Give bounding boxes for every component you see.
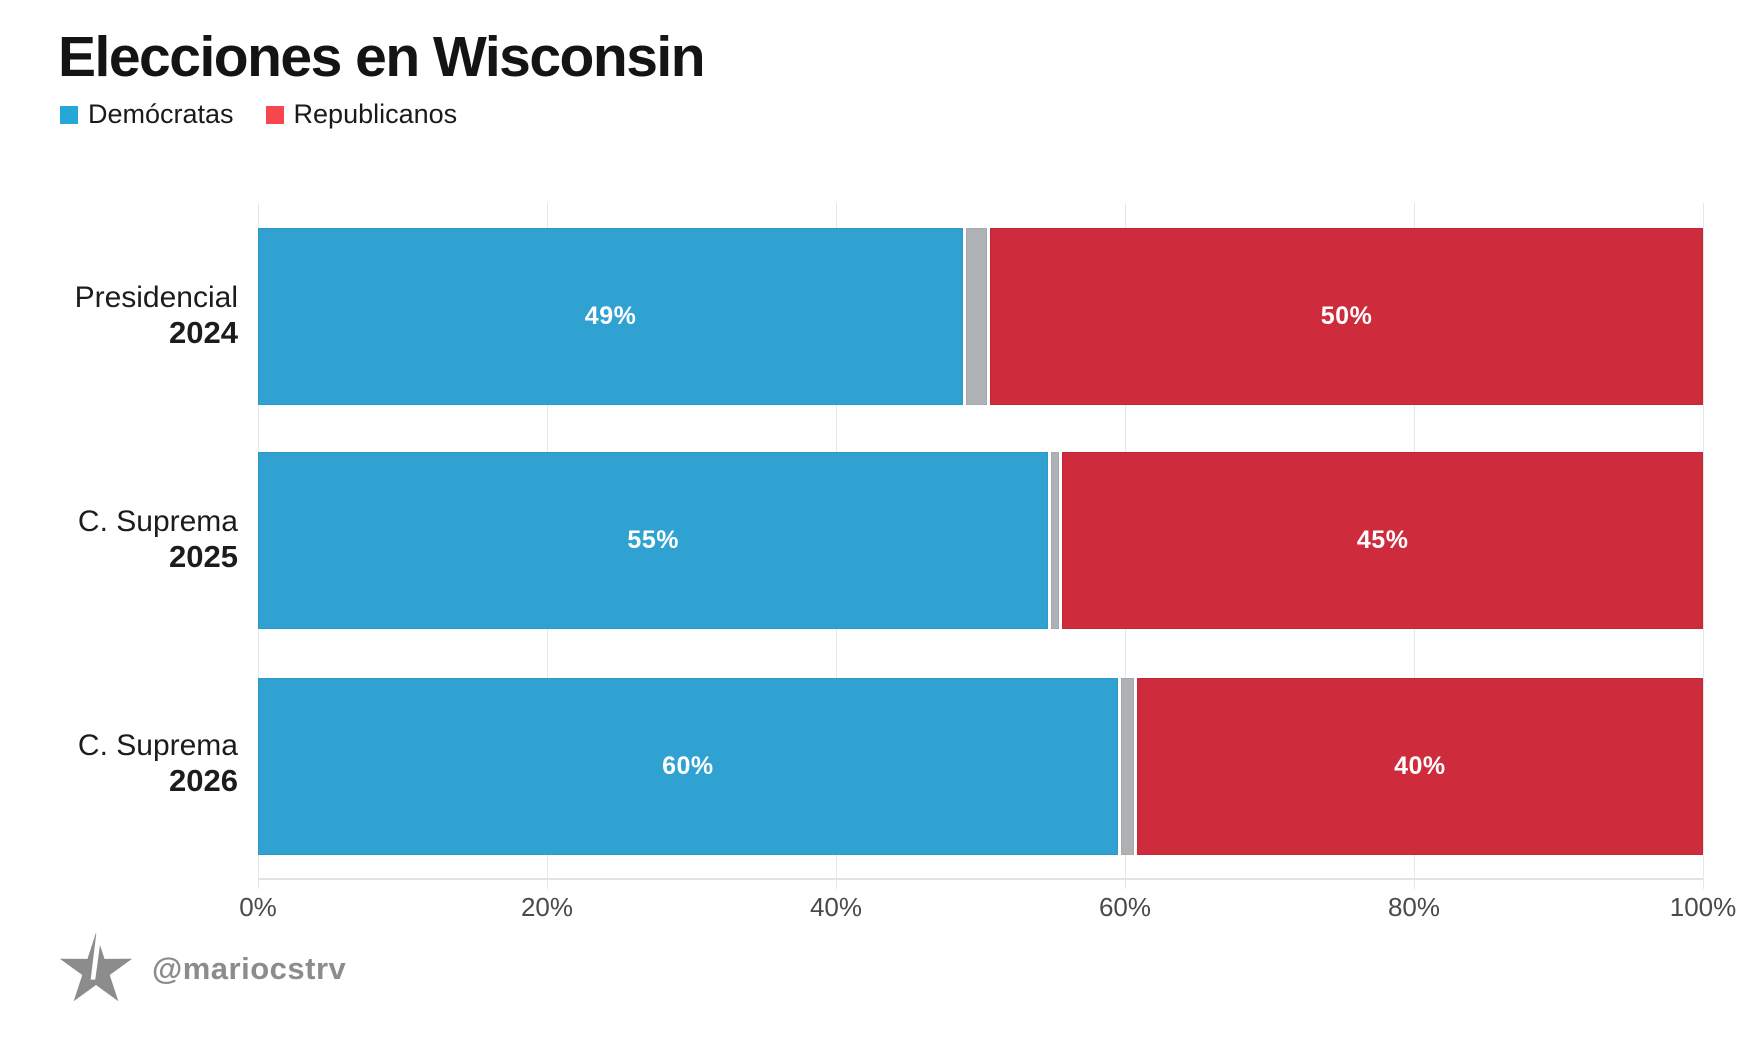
row-label-year: 2025: [169, 539, 238, 575]
star-logo-icon: [59, 930, 133, 1002]
bar-suprema-2025: 55% 45%: [258, 452, 1703, 629]
x-tick-label-0: 0%: [239, 892, 277, 922]
row-label-year: 2026: [169, 763, 238, 799]
row-label-presidencial-2024: Presidencial 2024: [36, 280, 238, 352]
x-axis-line: [258, 878, 1703, 880]
page-title: Elecciones en Wisconsin: [58, 25, 706, 89]
x-tick-label-20: 20%: [520, 892, 574, 922]
legend-label-democrats: Demócratas: [88, 99, 234, 129]
democrats-swatch-icon: [60, 105, 78, 124]
row-label-suprema-2026: C. Suprema 2026: [36, 728, 238, 800]
author-handle: @mariocstrv: [152, 951, 347, 986]
bar-segment-republicans: 50%: [990, 228, 1703, 405]
row-label-suprema-2025: C. Suprema 2025: [36, 504, 238, 576]
value-label-republicans: 40%: [1394, 752, 1446, 780]
plot-area: 49% 50% 55% 45% 60% 40%: [239, 203, 1736, 922]
bar-segment-republicans: 40%: [1136, 678, 1703, 855]
bar-segment-other: [1051, 452, 1060, 629]
legend: Demócratas Republicanos: [60, 99, 457, 130]
legend-item-republicans: Republicanos: [265, 99, 458, 130]
value-label-democrats: 60%: [662, 752, 714, 780]
bar-segment-democrats: 60%: [258, 678, 1118, 855]
value-label-democrats: 49%: [584, 302, 637, 330]
x-tick-label-100: 100%: [1669, 892, 1737, 922]
bar-suprema-2026: 60% 40%: [258, 678, 1703, 855]
x-tick-label-40: 40%: [809, 892, 863, 922]
x-tick-label-60: 60%: [1098, 892, 1152, 922]
value-label-democrats: 55%: [627, 526, 679, 554]
bar-presidencial-2024: 49% 50%: [258, 228, 1703, 405]
bar-segment-democrats: 49%: [258, 228, 964, 405]
bar-segment-democrats: 55%: [258, 452, 1049, 629]
value-label-republicans: 50%: [1320, 302, 1373, 330]
footer: @mariocstrv: [58, 930, 346, 1008]
gridline-100: [1703, 203, 1704, 889]
legend-item-democrats: Demócratas: [60, 99, 234, 130]
legend-label-republicans: Republicanos: [293, 99, 458, 129]
republicans-swatch-icon: [265, 105, 284, 124]
x-tick-label-80: 80%: [1387, 892, 1441, 922]
bar-segment-republicans: 45%: [1062, 452, 1703, 629]
value-label-republicans: 45%: [1356, 526, 1409, 554]
row-label-text: Presidencial: [74, 281, 238, 315]
bar-segment-other: [966, 228, 988, 405]
bar-segment-other: [1120, 678, 1134, 855]
row-label-text: C. Suprema: [77, 729, 238, 763]
row-label-text: C. Suprema: [77, 505, 238, 539]
row-label-year: 2024: [169, 315, 238, 351]
